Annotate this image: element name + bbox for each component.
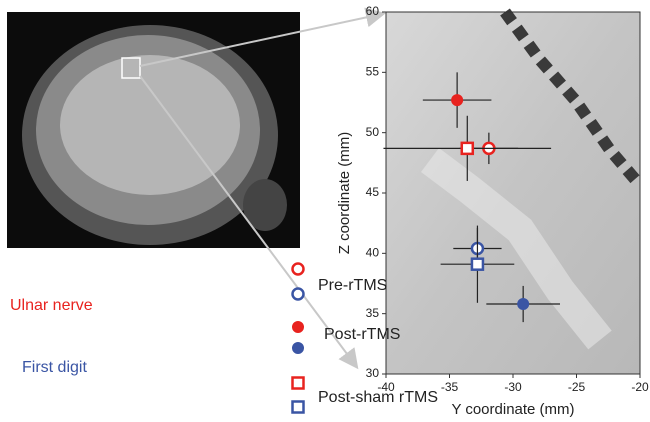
x-tick-label: -40 [377, 380, 395, 394]
x-tick-label: -35 [441, 380, 459, 394]
legend-marker [291, 400, 305, 414]
legend-group: Ulnar nerve [10, 297, 93, 314]
x-tick-label: -30 [504, 380, 522, 394]
legend-label: Pre-rTMS [318, 277, 387, 294]
y-tick-label: 45 [366, 185, 380, 199]
mri-image [7, 12, 300, 248]
legend-marker [291, 376, 305, 390]
x-axis-label: Y coordinate (mm) [451, 401, 574, 418]
legend-group: First digit [22, 359, 87, 376]
y-tick-label: 50 [366, 125, 380, 139]
plot-background [386, 8, 645, 374]
legend-marker [291, 287, 305, 301]
y-tick-label: 60 [366, 4, 380, 18]
y-axis-label: Z coordinate (mm) [336, 132, 353, 255]
data-point [460, 141, 475, 156]
data-point [517, 298, 530, 311]
legend-marker [292, 342, 304, 354]
y-tick-label: 40 [366, 246, 380, 260]
zoom-line [139, 75, 359, 370]
x-tick-label: -20 [631, 380, 649, 394]
legend-marker [292, 321, 304, 333]
legend-label: Post-sham rTMS [318, 389, 438, 406]
y-tick-label: 55 [366, 65, 380, 79]
data-point [451, 94, 464, 107]
zoom-line [139, 7, 386, 67]
data-point [470, 257, 485, 271]
x-tick-label: -25 [568, 380, 586, 394]
legend-label: Post-rTMS [324, 326, 400, 343]
legend-marker [291, 262, 305, 276]
y-tick-label: 35 [366, 306, 380, 320]
y-tick-label: 30 [366, 366, 380, 380]
